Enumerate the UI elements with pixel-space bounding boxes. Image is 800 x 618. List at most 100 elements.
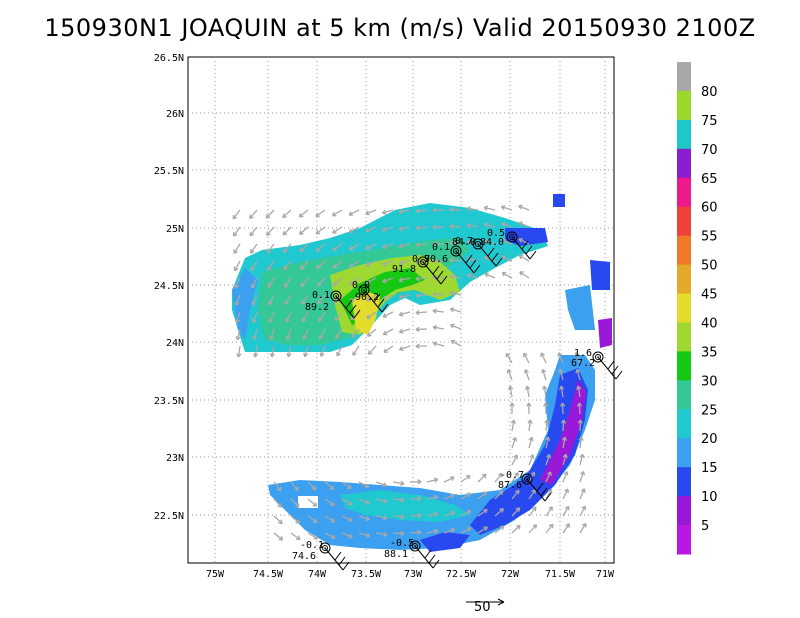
- wind-vector: [301, 294, 309, 305]
- wind-vector-head: [398, 226, 404, 232]
- colorbar-swatch: [677, 148, 691, 179]
- wind-vector-head: [253, 352, 259, 358]
- wind-vector-head: [482, 491, 488, 496]
- wind-vector: [368, 345, 377, 355]
- wind-vector-head: [519, 271, 524, 276]
- wind-vector-head: [433, 511, 439, 517]
- colorbar-swatch: [677, 380, 691, 410]
- wind-vector: [409, 497, 422, 500]
- wind-vector: [341, 532, 353, 538]
- wind-vector: [460, 527, 472, 534]
- wind-vector-head: [466, 527, 472, 532]
- wind-vector-head: [415, 208, 420, 214]
- wind-vector: [528, 506, 537, 517]
- wind-vector: [415, 243, 428, 246]
- wind-vector: [269, 311, 275, 323]
- wind-vector-head: [574, 352, 580, 357]
- wind-vector-head: [235, 318, 241, 324]
- wind-vector-head: [381, 209, 387, 215]
- station-value-top: 0.5: [487, 228, 505, 239]
- wind-vector-head: [415, 309, 420, 316]
- colorbar-label: 30: [701, 374, 718, 389]
- wind-vector-head: [560, 419, 567, 424]
- wind-vector-head: [432, 207, 437, 213]
- wind-vector: [501, 206, 513, 211]
- wind-vector-head: [432, 308, 437, 314]
- wind-vector: [579, 505, 586, 517]
- wind-vector-head: [466, 239, 472, 245]
- wind-barb: [597, 356, 623, 380]
- wind-vector: [252, 311, 258, 323]
- wind-vector-head: [315, 247, 321, 252]
- wind-vector-head: [505, 352, 511, 358]
- wind-vector-head: [514, 472, 519, 477]
- wind-vector: [518, 221, 530, 228]
- wind-vector: [477, 491, 488, 500]
- wind-barb: [324, 547, 350, 571]
- wind-vector-head: [501, 238, 506, 244]
- colorbar-swatch: [677, 467, 691, 497]
- wind-vector-head: [450, 476, 455, 482]
- colorbar-swatch: [677, 90, 691, 121]
- observation-station: 0.190.6: [424, 242, 481, 274]
- colorbar: 80 75 70 65 60 55 50 45 40 35 30 25 20 15 10 5: [677, 62, 718, 555]
- wind-vector: [443, 511, 455, 517]
- wind-vector: [341, 498, 352, 506]
- station-value-top: -0.5: [390, 538, 414, 549]
- wind-vector: [545, 523, 554, 534]
- wind-vector: [494, 508, 504, 517]
- wind-vector-head: [365, 499, 370, 505]
- wind-vector: [358, 515, 370, 521]
- wind-vector-head: [366, 314, 371, 320]
- wind-vector: [579, 436, 583, 449]
- wind-vector: [432, 326, 445, 330]
- wind-vector: [233, 226, 241, 237]
- lat-tick-label: 25N: [166, 224, 184, 235]
- wind-vector-head: [301, 317, 307, 323]
- wind-vector: [365, 260, 377, 267]
- wind-vector: [341, 515, 353, 522]
- station-value-top: 0.7: [412, 254, 430, 265]
- wind-vector: [307, 498, 317, 507]
- colorbar-swatch: [677, 293, 691, 323]
- wind-vector: [266, 226, 275, 236]
- wind-vector: [558, 352, 564, 364]
- wind-vector-head: [298, 213, 304, 218]
- wind-vector-head: [381, 226, 387, 232]
- wind-vector: [282, 226, 292, 236]
- wind-vector: [358, 532, 370, 537]
- lon-tick-label: 71.5W: [545, 569, 576, 580]
- wind-vector: [332, 226, 343, 234]
- wind-vector: [300, 277, 309, 288]
- wind-vector: [415, 226, 428, 229]
- wind-vector: [501, 255, 513, 262]
- wind-vector: [392, 515, 405, 518]
- wind-vector-head: [518, 238, 524, 243]
- wind-vector-head: [269, 335, 275, 341]
- wind-vector-head: [545, 436, 551, 442]
- wind-vector-head: [266, 231, 271, 236]
- wind-vector: [579, 454, 584, 466]
- wind-vector: [518, 205, 530, 211]
- wind-vector: [234, 260, 241, 272]
- wind-vector: [477, 526, 488, 534]
- wind-vector: [398, 209, 411, 213]
- wind-vector: [432, 293, 445, 296]
- colorbar-swatch: [677, 322, 691, 352]
- wind-vector: [511, 472, 519, 483]
- north-band-yellow: [352, 292, 380, 335]
- wind-vector: [324, 498, 335, 506]
- wind-vector-head: [249, 249, 255, 254]
- wind-vector: [287, 345, 292, 357]
- station-value-bottom: 90.6: [424, 254, 448, 265]
- wind-vector: [273, 532, 284, 541]
- wind-vector-head: [382, 330, 388, 336]
- wind-vector-head: [449, 257, 454, 263]
- wind-vector: [392, 532, 405, 535]
- wind-vector-head: [548, 506, 553, 511]
- wind-vector-head: [365, 279, 371, 285]
- wind-vector-head: [365, 210, 370, 216]
- wind-vector: [365, 243, 377, 250]
- south-arc-blue-lower: [420, 532, 470, 552]
- wind-vector-head: [483, 222, 489, 228]
